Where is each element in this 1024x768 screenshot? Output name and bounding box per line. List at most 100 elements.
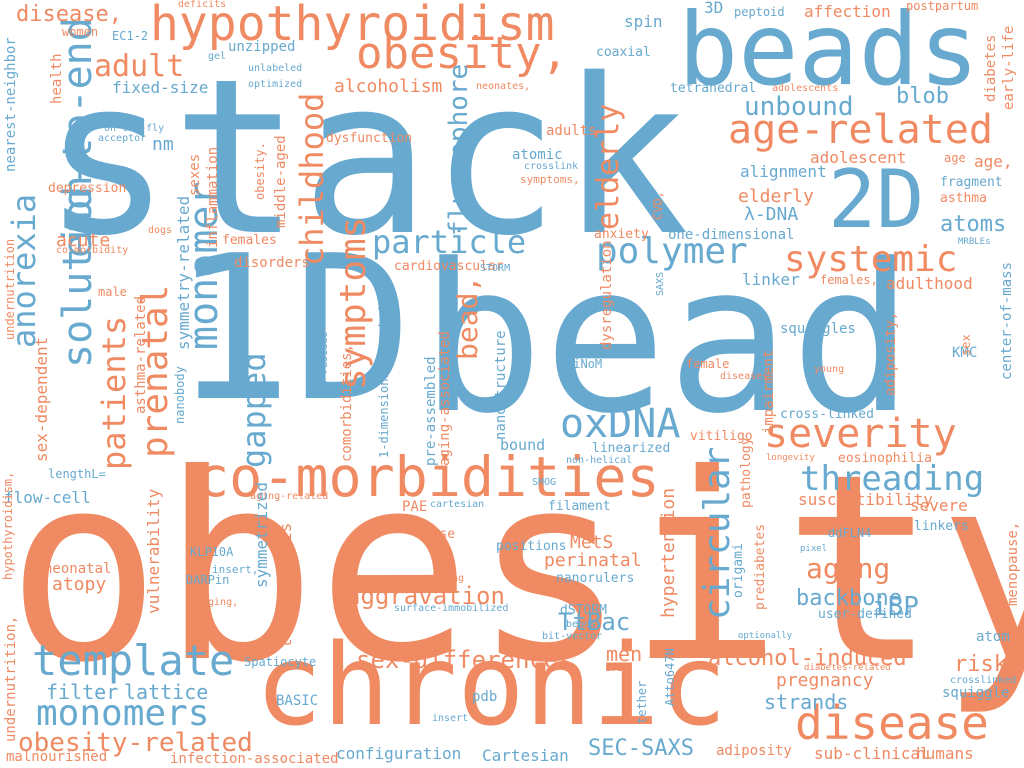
word-84: linkers	[914, 519, 969, 534]
word-158: optimized	[248, 79, 303, 90]
word-54: acute	[56, 230, 111, 251]
word-168: diabetes	[983, 34, 999, 102]
word-154: crosslink	[524, 161, 579, 172]
word-143: diabetes-related	[804, 663, 891, 673]
word-37: aging	[806, 552, 891, 585]
word-68: susceptibility	[798, 490, 933, 509]
word-89: affection	[804, 2, 891, 21]
word-119: bound	[500, 436, 546, 454]
word-65: adulthood	[886, 274, 973, 293]
word-23: polymer	[596, 231, 748, 272]
word-123: obese	[416, 527, 456, 542]
word-42: iBP	[872, 592, 919, 622]
word-25: oxDNA	[560, 401, 681, 447]
word-117: vitiligo	[690, 429, 753, 444]
word-98: coaxial	[596, 45, 651, 60]
word-155: symptoms,	[520, 173, 580, 186]
word-31: fluorophore	[444, 63, 474, 236]
word-93: EC1-2	[112, 29, 149, 43]
word-187: vulnerability	[144, 488, 163, 614]
word-88: 3D	[704, 0, 724, 17]
word-80: flow-cell	[4, 488, 91, 507]
word-109: anxiety	[594, 227, 649, 242]
word-189: toxoplasmosis	[276, 522, 295, 648]
word-102: dysfunction	[326, 131, 413, 146]
word-194: pre-assembled	[423, 356, 439, 466]
word-126: dSTORM	[560, 603, 607, 618]
word-75: Cartesian	[482, 746, 569, 765]
word-67: severe	[910, 496, 968, 515]
word-129: insert,	[212, 563, 259, 576]
word-6: 2D	[828, 153, 925, 246]
word-133: lengthL=	[48, 467, 106, 481]
word-51: men	[606, 642, 643, 666]
word-115: dysregulation	[599, 240, 615, 350]
word-132: male	[98, 285, 127, 299]
word-172: sex	[959, 334, 973, 356]
word-159: on-the-fly	[104, 123, 165, 134]
word-9: obesity,	[356, 28, 568, 79]
word-197: hypothyroidism,	[1, 471, 15, 580]
word-112: females	[222, 233, 277, 248]
word-59: λ-DNA	[744, 204, 799, 225]
word-96: unzipped	[228, 39, 296, 55]
word-69: eosinophilia	[838, 451, 932, 466]
word-122: filament	[548, 499, 611, 514]
word-8: hypothyroidism	[150, 0, 555, 52]
word-196: nanostructure	[493, 330, 509, 440]
word-45: SEC-SAXS	[588, 736, 694, 761]
word-199: undernutrition,	[3, 615, 19, 742]
word-32: bead,	[451, 275, 484, 360]
word-116: female	[686, 357, 730, 371]
word-111: disorders	[234, 255, 310, 271]
word-181: middle-aged	[273, 135, 289, 228]
word-105: age,	[974, 152, 1013, 171]
word-139: tether	[635, 680, 649, 724]
word-12: severity	[764, 411, 957, 457]
word-125: nanorulers	[556, 571, 635, 586]
word-17: solution	[55, 175, 101, 368]
word-141: insert	[432, 713, 469, 724]
word-7: co-morbidities	[196, 445, 660, 509]
word-153: non-helical	[566, 455, 633, 466]
word-166: health	[49, 53, 65, 104]
word-176: prediabetes	[753, 523, 768, 610]
word-137: pixel	[800, 544, 828, 554]
word-22: childhood	[293, 92, 331, 266]
word-72: humans	[916, 744, 974, 763]
word-53: perinatal	[544, 550, 642, 571]
word-64: nm	[152, 134, 174, 155]
word-97: unlabeled	[248, 63, 303, 74]
word-11: age-related	[728, 107, 993, 153]
word-92: women	[62, 25, 99, 39]
word-113: females,	[820, 273, 878, 287]
word-170: CVD,	[651, 191, 665, 220]
word-193: 15-residue	[319, 331, 330, 392]
word-39: alcohol-induced	[708, 646, 907, 671]
word-149: bit-vector	[542, 631, 603, 642]
word-62: disease,	[16, 2, 122, 27]
word-0: obesity	[6, 419, 1024, 719]
word-66: linker	[742, 270, 800, 289]
word-164: STORM	[480, 263, 511, 274]
word-57: adolescent	[810, 148, 907, 167]
word-163: SAXS	[655, 271, 666, 296]
word-152: SMOG	[532, 477, 557, 488]
word-83: squiggle	[942, 685, 1010, 701]
word-40: atoms	[940, 212, 1007, 237]
word-182: obesity.	[253, 142, 267, 200]
word-144: MRBLEs	[958, 237, 991, 247]
word-192: comorbidities,	[339, 343, 355, 462]
word-157: adolescents	[772, 83, 839, 94]
word-101: atomic	[512, 147, 563, 163]
word-151: cartesian	[430, 499, 485, 510]
word-90: peptoid	[734, 5, 785, 19]
word-14: monomers	[36, 693, 210, 734]
word-47: lattice	[124, 680, 209, 704]
word-136: longevity	[766, 453, 815, 463]
word-56: alcoholism	[334, 76, 443, 97]
word-28: gapped	[235, 352, 273, 468]
word-60: elderly	[738, 186, 814, 207]
word-107: depression	[48, 181, 127, 196]
